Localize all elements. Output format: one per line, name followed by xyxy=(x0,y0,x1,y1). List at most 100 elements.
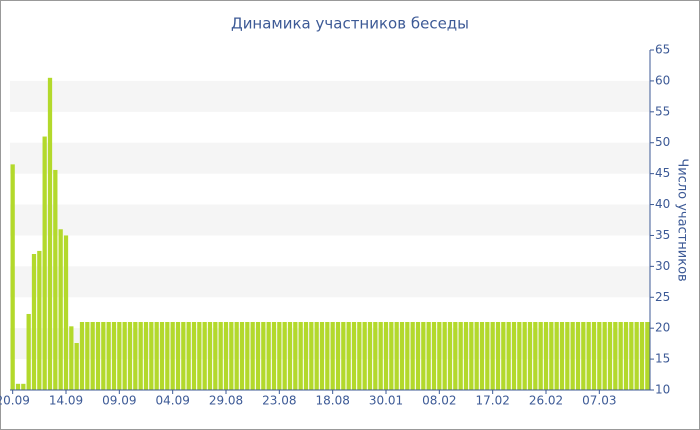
bar xyxy=(186,322,191,390)
bar xyxy=(234,322,239,390)
bar xyxy=(282,322,287,390)
y-tick-label: 15 xyxy=(655,352,670,366)
bar xyxy=(474,322,479,390)
y-axis-label: Число участников xyxy=(675,158,690,281)
x-tick-label: 23.08 xyxy=(262,394,296,408)
bar xyxy=(79,322,85,390)
bar xyxy=(543,322,549,390)
bar xyxy=(319,322,325,390)
bar xyxy=(431,322,437,390)
bar xyxy=(21,383,26,390)
bar xyxy=(506,322,511,390)
bar xyxy=(458,322,463,390)
y-tick-label: 35 xyxy=(655,228,670,242)
bar xyxy=(394,322,399,390)
bar xyxy=(469,322,474,390)
bar xyxy=(597,322,602,390)
bar xyxy=(133,322,138,390)
bar xyxy=(58,229,63,390)
bar xyxy=(618,322,623,390)
bar xyxy=(26,313,31,390)
bar xyxy=(266,322,271,390)
bar xyxy=(111,322,117,390)
bar xyxy=(127,322,133,390)
bar xyxy=(277,322,282,390)
bar xyxy=(570,322,575,390)
x-tick-label: 29.08 xyxy=(209,394,243,408)
bar xyxy=(117,322,122,390)
bar xyxy=(554,322,559,390)
bar xyxy=(69,326,74,390)
bar xyxy=(421,322,426,390)
bar xyxy=(490,322,495,390)
y-tick-label: 20 xyxy=(655,321,670,335)
x-tick-label: 04.09 xyxy=(155,394,189,408)
bar xyxy=(303,322,309,390)
bar xyxy=(399,322,405,390)
bar xyxy=(522,322,527,390)
bar xyxy=(207,322,213,390)
bar xyxy=(367,322,373,390)
bar xyxy=(101,322,106,390)
bar xyxy=(511,322,517,390)
bar xyxy=(463,322,469,390)
bar xyxy=(623,322,629,390)
bar xyxy=(533,322,538,390)
bar xyxy=(261,322,266,390)
bar xyxy=(351,322,357,390)
bar xyxy=(501,322,506,390)
y-tick-label: 55 xyxy=(655,104,670,118)
bar xyxy=(95,322,101,390)
bar xyxy=(357,322,362,390)
bar xyxy=(191,322,197,390)
bar xyxy=(378,322,383,390)
bar xyxy=(15,383,21,390)
bar xyxy=(341,322,346,390)
bar xyxy=(613,322,618,390)
bar xyxy=(639,322,645,390)
bar xyxy=(442,322,447,390)
y-tick-label: 60 xyxy=(655,73,670,87)
bar xyxy=(255,322,261,390)
bar xyxy=(74,343,79,390)
bar xyxy=(362,322,367,390)
bar xyxy=(298,322,303,390)
bar xyxy=(213,322,218,390)
bar xyxy=(607,322,613,390)
bar xyxy=(293,322,298,390)
grid-band xyxy=(10,328,650,360)
bar xyxy=(37,250,42,390)
bar xyxy=(165,322,170,390)
bar xyxy=(90,322,95,390)
bar xyxy=(250,322,255,390)
bar xyxy=(53,169,58,390)
bar xyxy=(287,322,293,390)
y-tick-label: 30 xyxy=(655,259,670,273)
bar xyxy=(330,322,335,390)
y-tick-label: 65 xyxy=(655,43,670,57)
bar xyxy=(437,322,442,390)
x-tick-label: 26.02 xyxy=(529,394,563,408)
y-tick-label: 40 xyxy=(655,197,670,211)
y-tick-label: 10 xyxy=(655,383,670,397)
bar xyxy=(373,322,378,390)
x-tick-label: 20.09 xyxy=(0,394,30,408)
grid-band xyxy=(10,266,650,298)
bar xyxy=(586,322,591,390)
bar xyxy=(122,322,127,390)
bar xyxy=(581,322,586,390)
bar xyxy=(42,136,47,390)
bar xyxy=(31,254,37,390)
bar xyxy=(346,322,351,390)
bar xyxy=(479,322,485,390)
bar xyxy=(389,322,394,390)
bar xyxy=(634,322,639,390)
bar xyxy=(218,322,223,390)
bar xyxy=(239,322,245,390)
bar xyxy=(138,322,143,390)
bar xyxy=(591,322,597,390)
grid-band xyxy=(10,142,650,174)
bar xyxy=(517,322,522,390)
chart-title: Динамика участников беседы xyxy=(231,15,469,33)
